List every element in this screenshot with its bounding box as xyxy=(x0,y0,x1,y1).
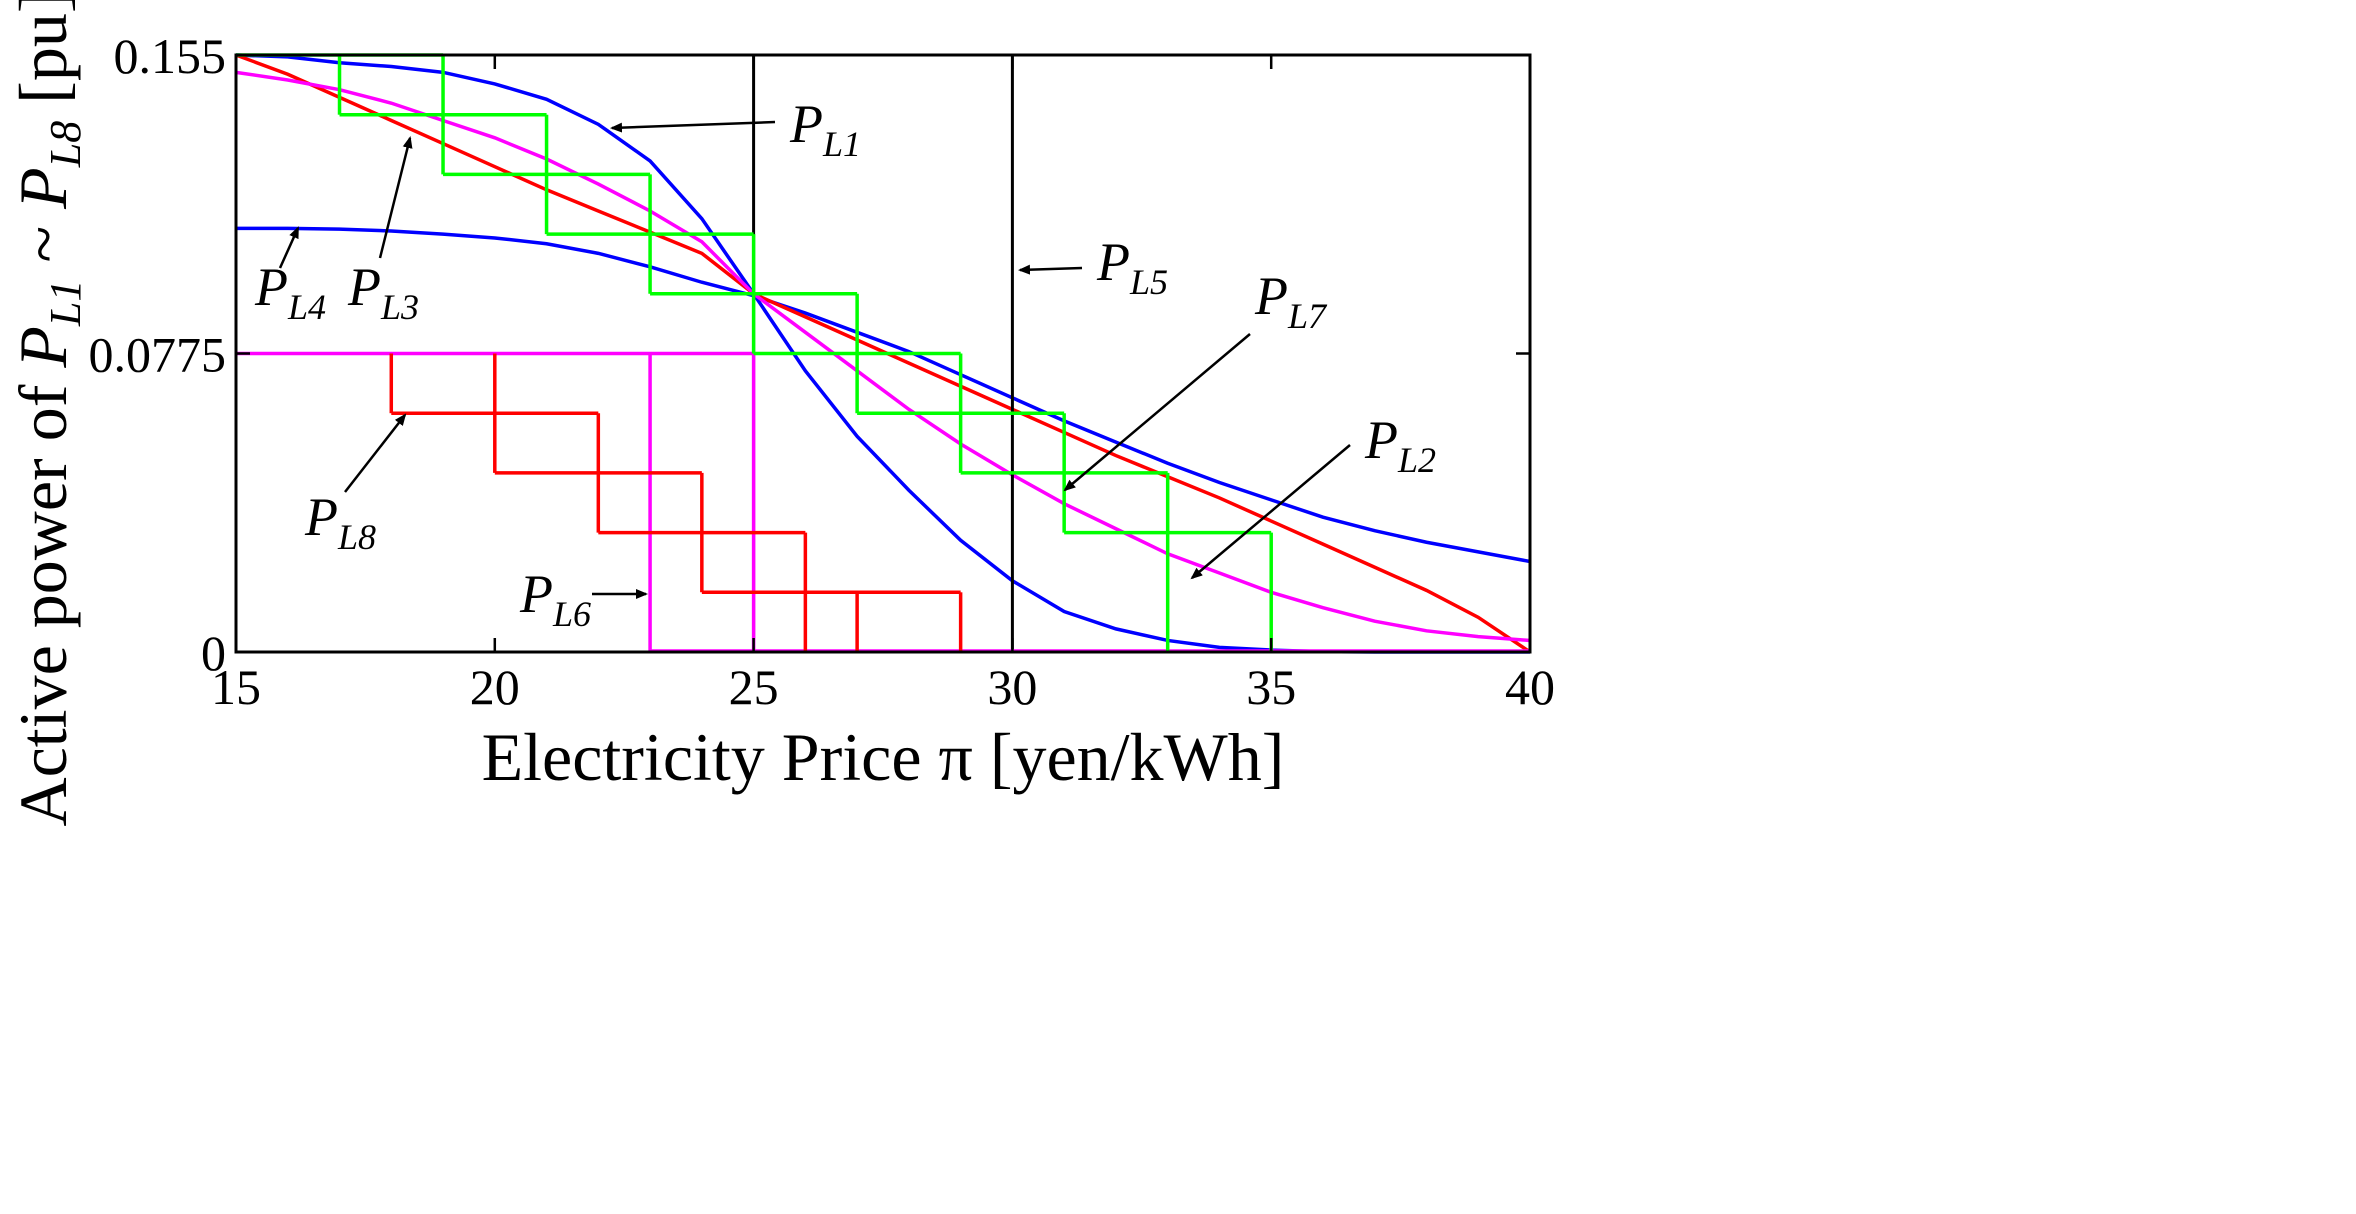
x-tick-label-20: 20 xyxy=(470,659,520,715)
arrow-pl4 xyxy=(278,226,300,269)
y-axis-label: Active power of PL1 ~ PL8 [pu] xyxy=(5,0,90,827)
y-label-part-5: P xyxy=(5,167,81,210)
label-pl2: PL2 xyxy=(1364,410,1436,480)
y-label-part-1: Active power of xyxy=(5,368,81,827)
series-pl4-line xyxy=(235,70,1531,643)
y-label-part-6: L8 xyxy=(41,121,90,168)
series-pl8-step xyxy=(389,353,963,652)
arrow-pl7 xyxy=(1063,333,1251,492)
label-pl8: PL8 xyxy=(304,487,376,557)
arrow-pl3 xyxy=(378,136,413,259)
arrow-pl2 xyxy=(1190,444,1351,580)
y-label-part-2: P xyxy=(5,326,81,369)
x-tick-label-25: 25 xyxy=(729,659,779,715)
x-tick-label-30: 30 xyxy=(987,659,1037,715)
label-pl7: PL7 xyxy=(1254,266,1328,336)
arrow-pl5 xyxy=(1018,264,1083,275)
x-axis-label: Electricity Price π [yen/kWh] xyxy=(482,719,1285,795)
series-pl6-step xyxy=(236,351,1530,653)
x-tick-label-40: 40 xyxy=(1505,659,1555,715)
label-pl4: PL4 xyxy=(254,257,326,327)
arrow-pl8 xyxy=(344,413,407,493)
series-pl7-step xyxy=(236,53,1273,652)
ticks-layer: 15 20 25 30 35 40 0 0.0775 0.155 xyxy=(89,28,1556,715)
x-tick-label-35: 35 xyxy=(1246,659,1296,715)
arrow-pl1 xyxy=(610,120,776,133)
label-pl5: PL5 xyxy=(1096,232,1168,302)
x-tick-label-15: 15 xyxy=(211,659,261,715)
series-layer xyxy=(235,53,1531,654)
y-label-part-3: L1 xyxy=(41,280,90,327)
series-pl3-line xyxy=(235,53,1531,654)
y-label-part-4: ~ xyxy=(5,209,81,280)
y-tick-label-1: 0.0775 xyxy=(89,327,227,383)
label-pl3: PL3 xyxy=(347,257,419,327)
y-tick-label-0: 0 xyxy=(201,625,226,681)
y-tick-label-2: 0.155 xyxy=(114,28,227,84)
annotations-layer: PL1 PL2 PL3 PL4 PL5 PL6 PL7 PL8 xyxy=(254,94,1436,634)
label-pl1: PL1 xyxy=(789,94,861,164)
label-pl6: PL6 xyxy=(519,564,591,634)
series-pl2-line xyxy=(236,226,1531,564)
y-label-part-7: [pu] xyxy=(5,0,81,121)
